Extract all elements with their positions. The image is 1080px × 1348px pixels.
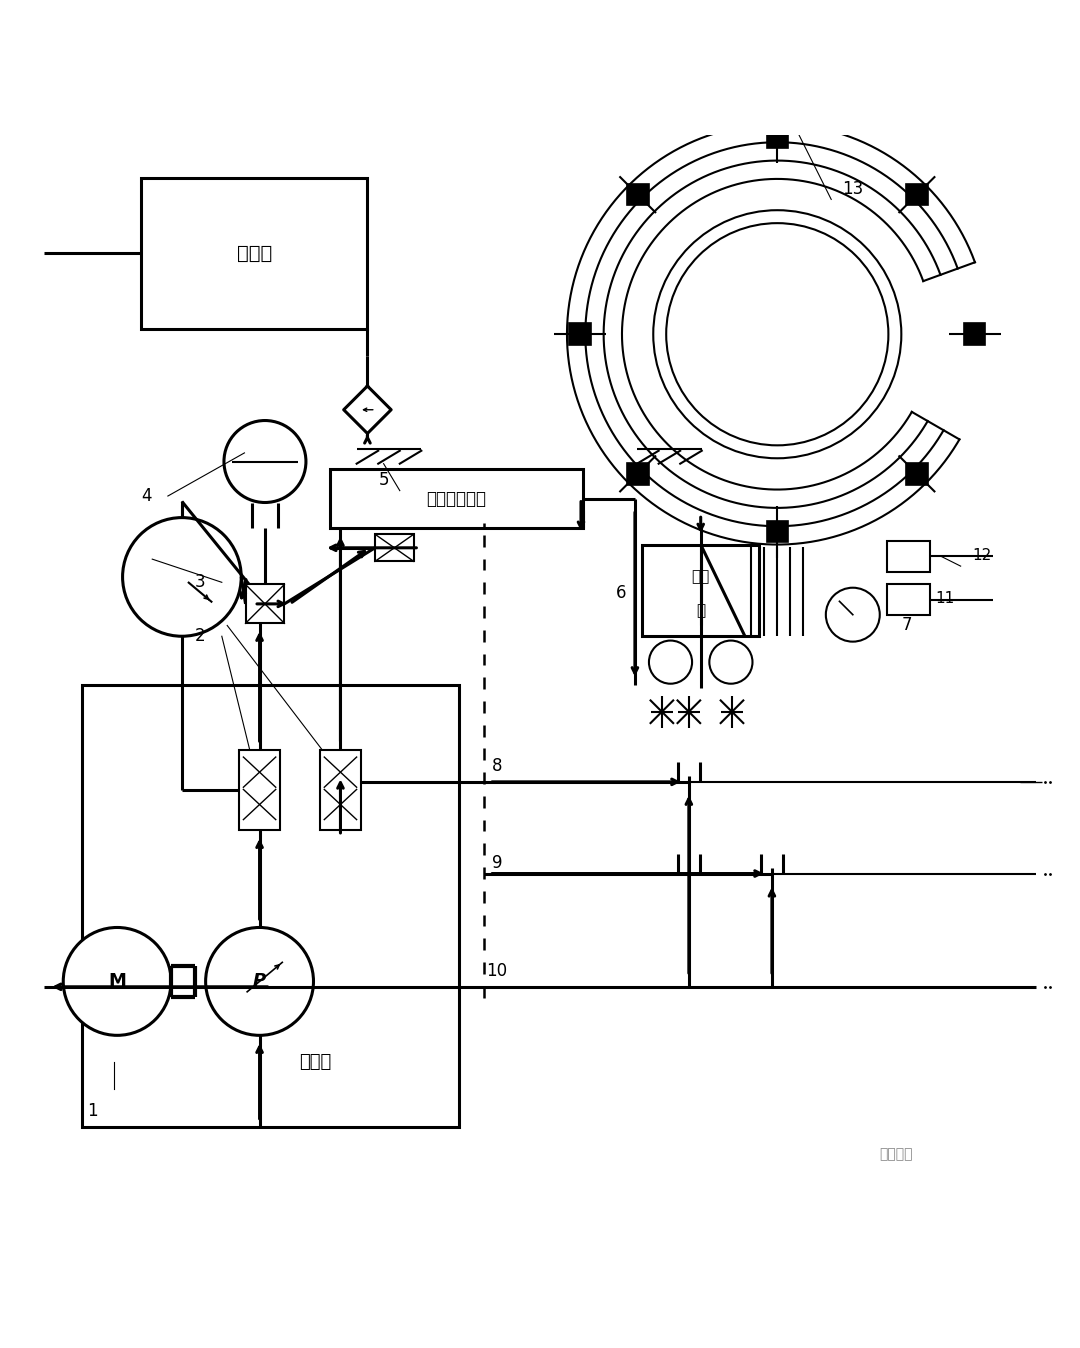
Text: 滑油供给系统: 滑油供给系统 [427,489,486,508]
Circle shape [224,421,306,503]
Bar [239,749,280,830]
Bar [963,324,985,345]
Text: 系统油: 系统油 [299,1053,332,1072]
Bar [375,534,414,561]
Bar [906,183,928,205]
Text: 12: 12 [973,547,991,563]
Circle shape [826,588,880,642]
Text: 轮机课堂: 轮机课堂 [879,1147,913,1161]
Bar [245,585,284,623]
Text: 1: 1 [87,1101,97,1120]
Text: 13: 13 [842,179,863,198]
Text: 10: 10 [486,961,508,980]
Text: 4: 4 [141,487,151,506]
Bar [888,542,931,572]
Text: 6: 6 [616,584,626,603]
Text: 注油: 注油 [691,569,710,584]
Text: 3: 3 [194,573,205,592]
Bar [767,520,788,542]
Bar [140,178,367,329]
Bar [626,183,648,205]
Text: P: P [253,972,266,991]
Text: 11: 11 [935,590,954,607]
Text: 2: 2 [194,627,205,646]
Circle shape [649,640,692,683]
Circle shape [666,224,889,445]
Bar [906,462,928,484]
Bar [626,462,648,484]
Bar [767,127,788,148]
Bar [888,585,931,615]
Circle shape [205,927,313,1035]
Bar [569,324,591,345]
Bar [82,685,459,1127]
Text: 5: 5 [378,470,389,489]
Bar [320,749,361,830]
Text: 8: 8 [491,756,502,775]
Circle shape [710,640,753,683]
Bar [643,545,759,636]
Text: M: M [108,972,126,991]
Text: 泵: 泵 [697,603,705,619]
Circle shape [653,210,902,458]
Text: 7: 7 [902,616,912,635]
Bar [329,469,583,528]
Circle shape [122,518,241,636]
Circle shape [64,927,171,1035]
Text: 气缸油: 气缸油 [237,244,272,263]
Text: 9: 9 [491,853,502,872]
